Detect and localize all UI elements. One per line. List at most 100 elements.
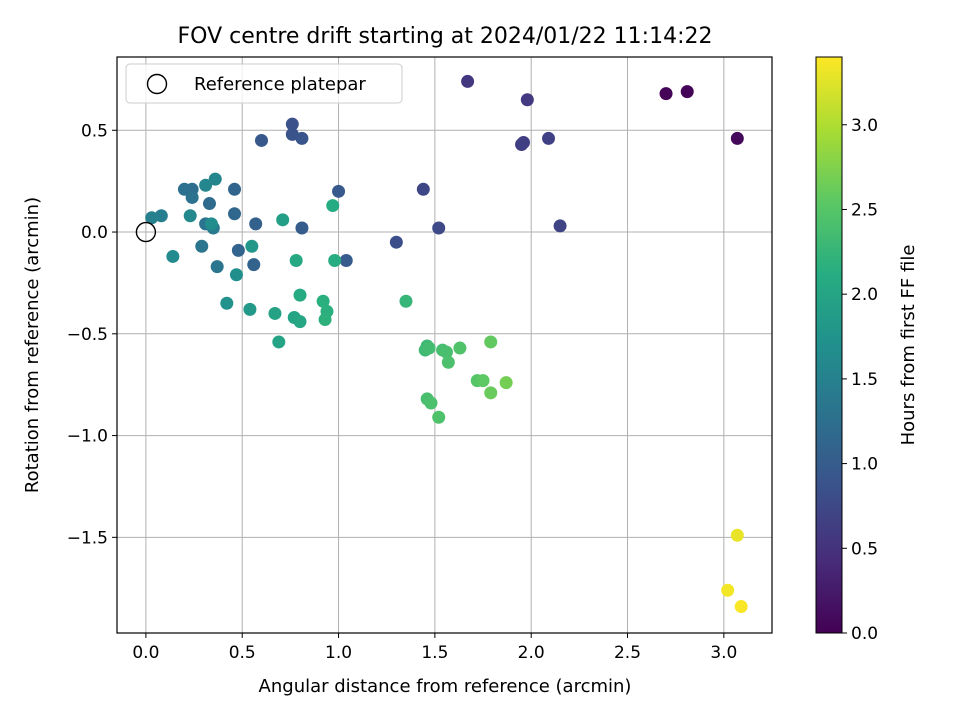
x-tick-label: 0.0 — [132, 643, 159, 663]
scatter-point — [332, 184, 346, 198]
colorbar-tick-label: 1.5 — [851, 370, 878, 390]
scatter-point — [484, 386, 498, 400]
x-tick-label: 2.0 — [518, 643, 545, 663]
y-axis-label: Rotation from reference (arcmin) — [22, 197, 43, 493]
scatter-point — [680, 85, 694, 99]
scatter-point — [316, 294, 330, 308]
scatter-point — [295, 221, 309, 235]
colorbar-tick-label: 1.0 — [851, 455, 878, 475]
y-tick-label: −0.5 — [67, 325, 108, 345]
legend-box — [125, 63, 403, 104]
y-tick-label: −1.0 — [67, 427, 108, 447]
colorbar-label: Hours from first FF file — [898, 245, 919, 446]
scatter-point — [220, 296, 234, 310]
scatter-point — [177, 182, 191, 196]
scatter-point — [276, 213, 290, 227]
y-tick-label: 0.5 — [81, 121, 108, 141]
colorbar-tick-label: 2.5 — [851, 200, 878, 220]
scatter-point — [145, 211, 159, 225]
x-tick-label: 1.5 — [421, 643, 448, 663]
scatter-point — [389, 235, 403, 249]
scatter-point — [293, 288, 307, 302]
colorbar: 0.0 0.5 1.0 1.5 2.0 2.5 3.0 Hours from first F… — [815, 56, 919, 644]
colorbar-tick-label: 0.5 — [851, 539, 878, 559]
scatter-point — [520, 93, 534, 107]
colorbar-fill — [816, 57, 842, 633]
legend-label: Reference platepar — [194, 74, 366, 95]
scatter-point — [268, 306, 282, 320]
colorbar-ticks: 0.0 0.5 1.0 1.5 2.0 2.5 3.0 — [842, 116, 878, 644]
x-tick-label: 2.5 — [614, 643, 641, 663]
scatter-point — [254, 133, 268, 147]
scatter-point — [208, 172, 222, 186]
reference-platepar-marker — [135, 221, 157, 243]
scatter-point — [553, 219, 567, 233]
scatter-point — [285, 117, 299, 131]
scatter-point — [542, 131, 556, 145]
scatter-point — [229, 268, 243, 282]
scatter-point — [293, 315, 307, 329]
grid-lines — [117, 57, 772, 633]
x-tick-label: 3.0 — [710, 643, 737, 663]
y-tick-label: −1.5 — [67, 528, 108, 548]
scatter-point — [247, 258, 261, 272]
colorbar-tick-label: 0.0 — [851, 624, 878, 644]
scatter-point — [432, 410, 446, 424]
scatter-point — [249, 217, 263, 231]
scatter-point — [476, 374, 490, 388]
colorbar-tick-label: 2.0 — [851, 285, 878, 305]
x-tick-label: 1.0 — [325, 643, 352, 663]
reference-open-circle — [135, 221, 157, 243]
scatter-point — [183, 209, 197, 223]
y-tick-label: 0.0 — [81, 223, 108, 243]
x-axis-label: Angular distance from reference (arcmin) — [259, 676, 632, 697]
scatter-point — [289, 254, 303, 268]
scatter-point — [659, 87, 673, 101]
x-axis-ticks: 0.0 0.5 1.0 1.5 2.0 2.5 3.0 — [132, 633, 737, 663]
scatter-point — [453, 341, 467, 355]
scatter-point — [199, 178, 213, 192]
scatter-point — [228, 207, 242, 221]
scatter-point — [484, 335, 498, 349]
scatter-point — [499, 376, 513, 390]
scatter-point — [243, 302, 257, 316]
legend-open-circle-icon — [146, 73, 168, 95]
scatter-point — [734, 600, 748, 614]
scatter-point — [399, 294, 413, 308]
scatter-point — [202, 197, 216, 211]
plot-area-frame — [116, 56, 773, 634]
scatter-point — [422, 341, 436, 355]
y-axis-ticks: 0.5 0.0 −0.5 −1.0 −1.5 — [67, 121, 117, 548]
scatter-point — [439, 345, 453, 359]
scatter-point — [210, 260, 224, 274]
scatter-point — [195, 239, 209, 253]
colorbar-tick-label: 3.0 — [851, 116, 878, 136]
scatter-point — [272, 335, 286, 349]
scatter-point — [730, 131, 744, 145]
scatter-point — [441, 355, 455, 369]
scatter-point — [432, 221, 446, 235]
scatter-point — [416, 182, 430, 196]
scatter-point — [461, 74, 475, 88]
scatter-point — [231, 243, 245, 257]
scatter-point — [721, 583, 735, 597]
colorbar-frame — [815, 56, 843, 634]
scatter-point — [228, 182, 242, 196]
data-points — [145, 74, 748, 614]
scatter-point — [185, 190, 199, 204]
scatter-point — [318, 313, 332, 327]
scatter-point — [295, 131, 309, 145]
scatter-point — [204, 217, 218, 231]
scatter-point — [326, 199, 340, 213]
x-tick-label: 0.5 — [229, 643, 256, 663]
chart-title: FOV centre drift starting at 2024/01/22 … — [178, 24, 713, 49]
scatter-point — [516, 135, 530, 149]
scatter-point — [339, 254, 353, 268]
scatter-point — [166, 249, 180, 263]
legend: Reference platepar — [125, 63, 403, 104]
scatter-point — [245, 239, 259, 253]
scatter-point — [424, 396, 438, 410]
scatter-point — [328, 254, 342, 268]
scatter-point — [730, 528, 744, 542]
